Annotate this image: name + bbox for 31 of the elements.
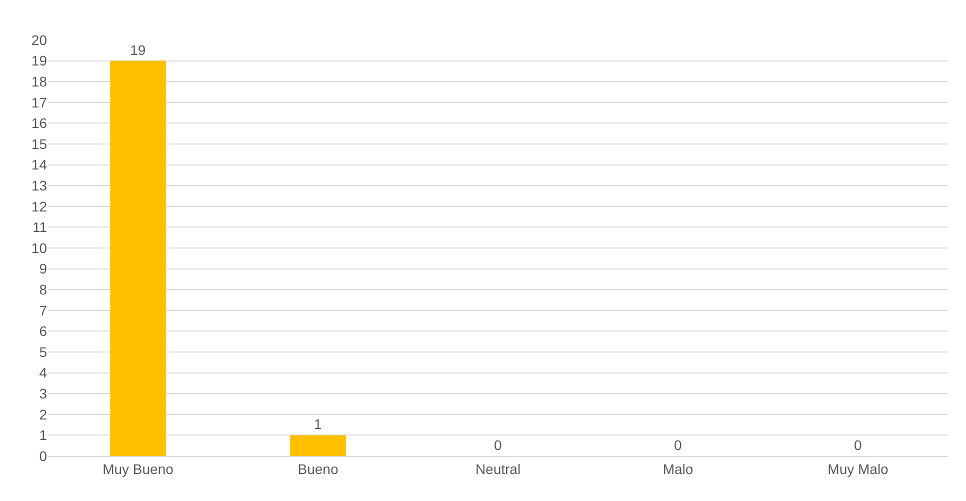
y-tick-label: 3 [39, 386, 48, 402]
x-tick-label: Muy Malo [828, 460, 889, 477]
y-tick-label: 2 [39, 406, 48, 422]
y-tick-label: 12 [31, 198, 48, 214]
x-tick-label: Bueno [298, 460, 338, 477]
data-label: 0 [854, 437, 862, 453]
y-tick-label: 10 [31, 240, 48, 256]
y-tick-label: 6 [39, 323, 48, 340]
y-tick-label: 5 [39, 344, 48, 360]
y-tick-label: 15 [31, 136, 48, 152]
y-tick-label: 19 [31, 52, 48, 69]
y-tick-label: 9 [39, 260, 48, 277]
data-label: 19 [130, 42, 146, 58]
data-label: 0 [674, 437, 682, 453]
y-tick-label: 14 [31, 156, 48, 173]
y-tick-label: 17 [31, 94, 48, 110]
data-label: 0 [494, 437, 502, 453]
x-tick-label: Muy Bueno [102, 460, 174, 477]
y-tick-label: 7 [39, 302, 48, 318]
x-tick-label: Neutral [475, 460, 521, 477]
y-tick-label: 4 [39, 364, 48, 381]
y-tick-label: 1 [39, 427, 48, 444]
y-tick-label: 16 [31, 115, 48, 132]
y-tick-label: 18 [31, 74, 48, 90]
x-tick-label: Malo [662, 460, 694, 477]
y-tick-label: 0 [39, 448, 48, 464]
y-tick-label: 11 [32, 219, 48, 236]
y-tick-label: 20 [31, 32, 48, 48]
y-tick-label: 13 [31, 178, 48, 194]
y-tick-label: 8 [39, 282, 48, 298]
data-label: 1 [314, 416, 322, 432]
